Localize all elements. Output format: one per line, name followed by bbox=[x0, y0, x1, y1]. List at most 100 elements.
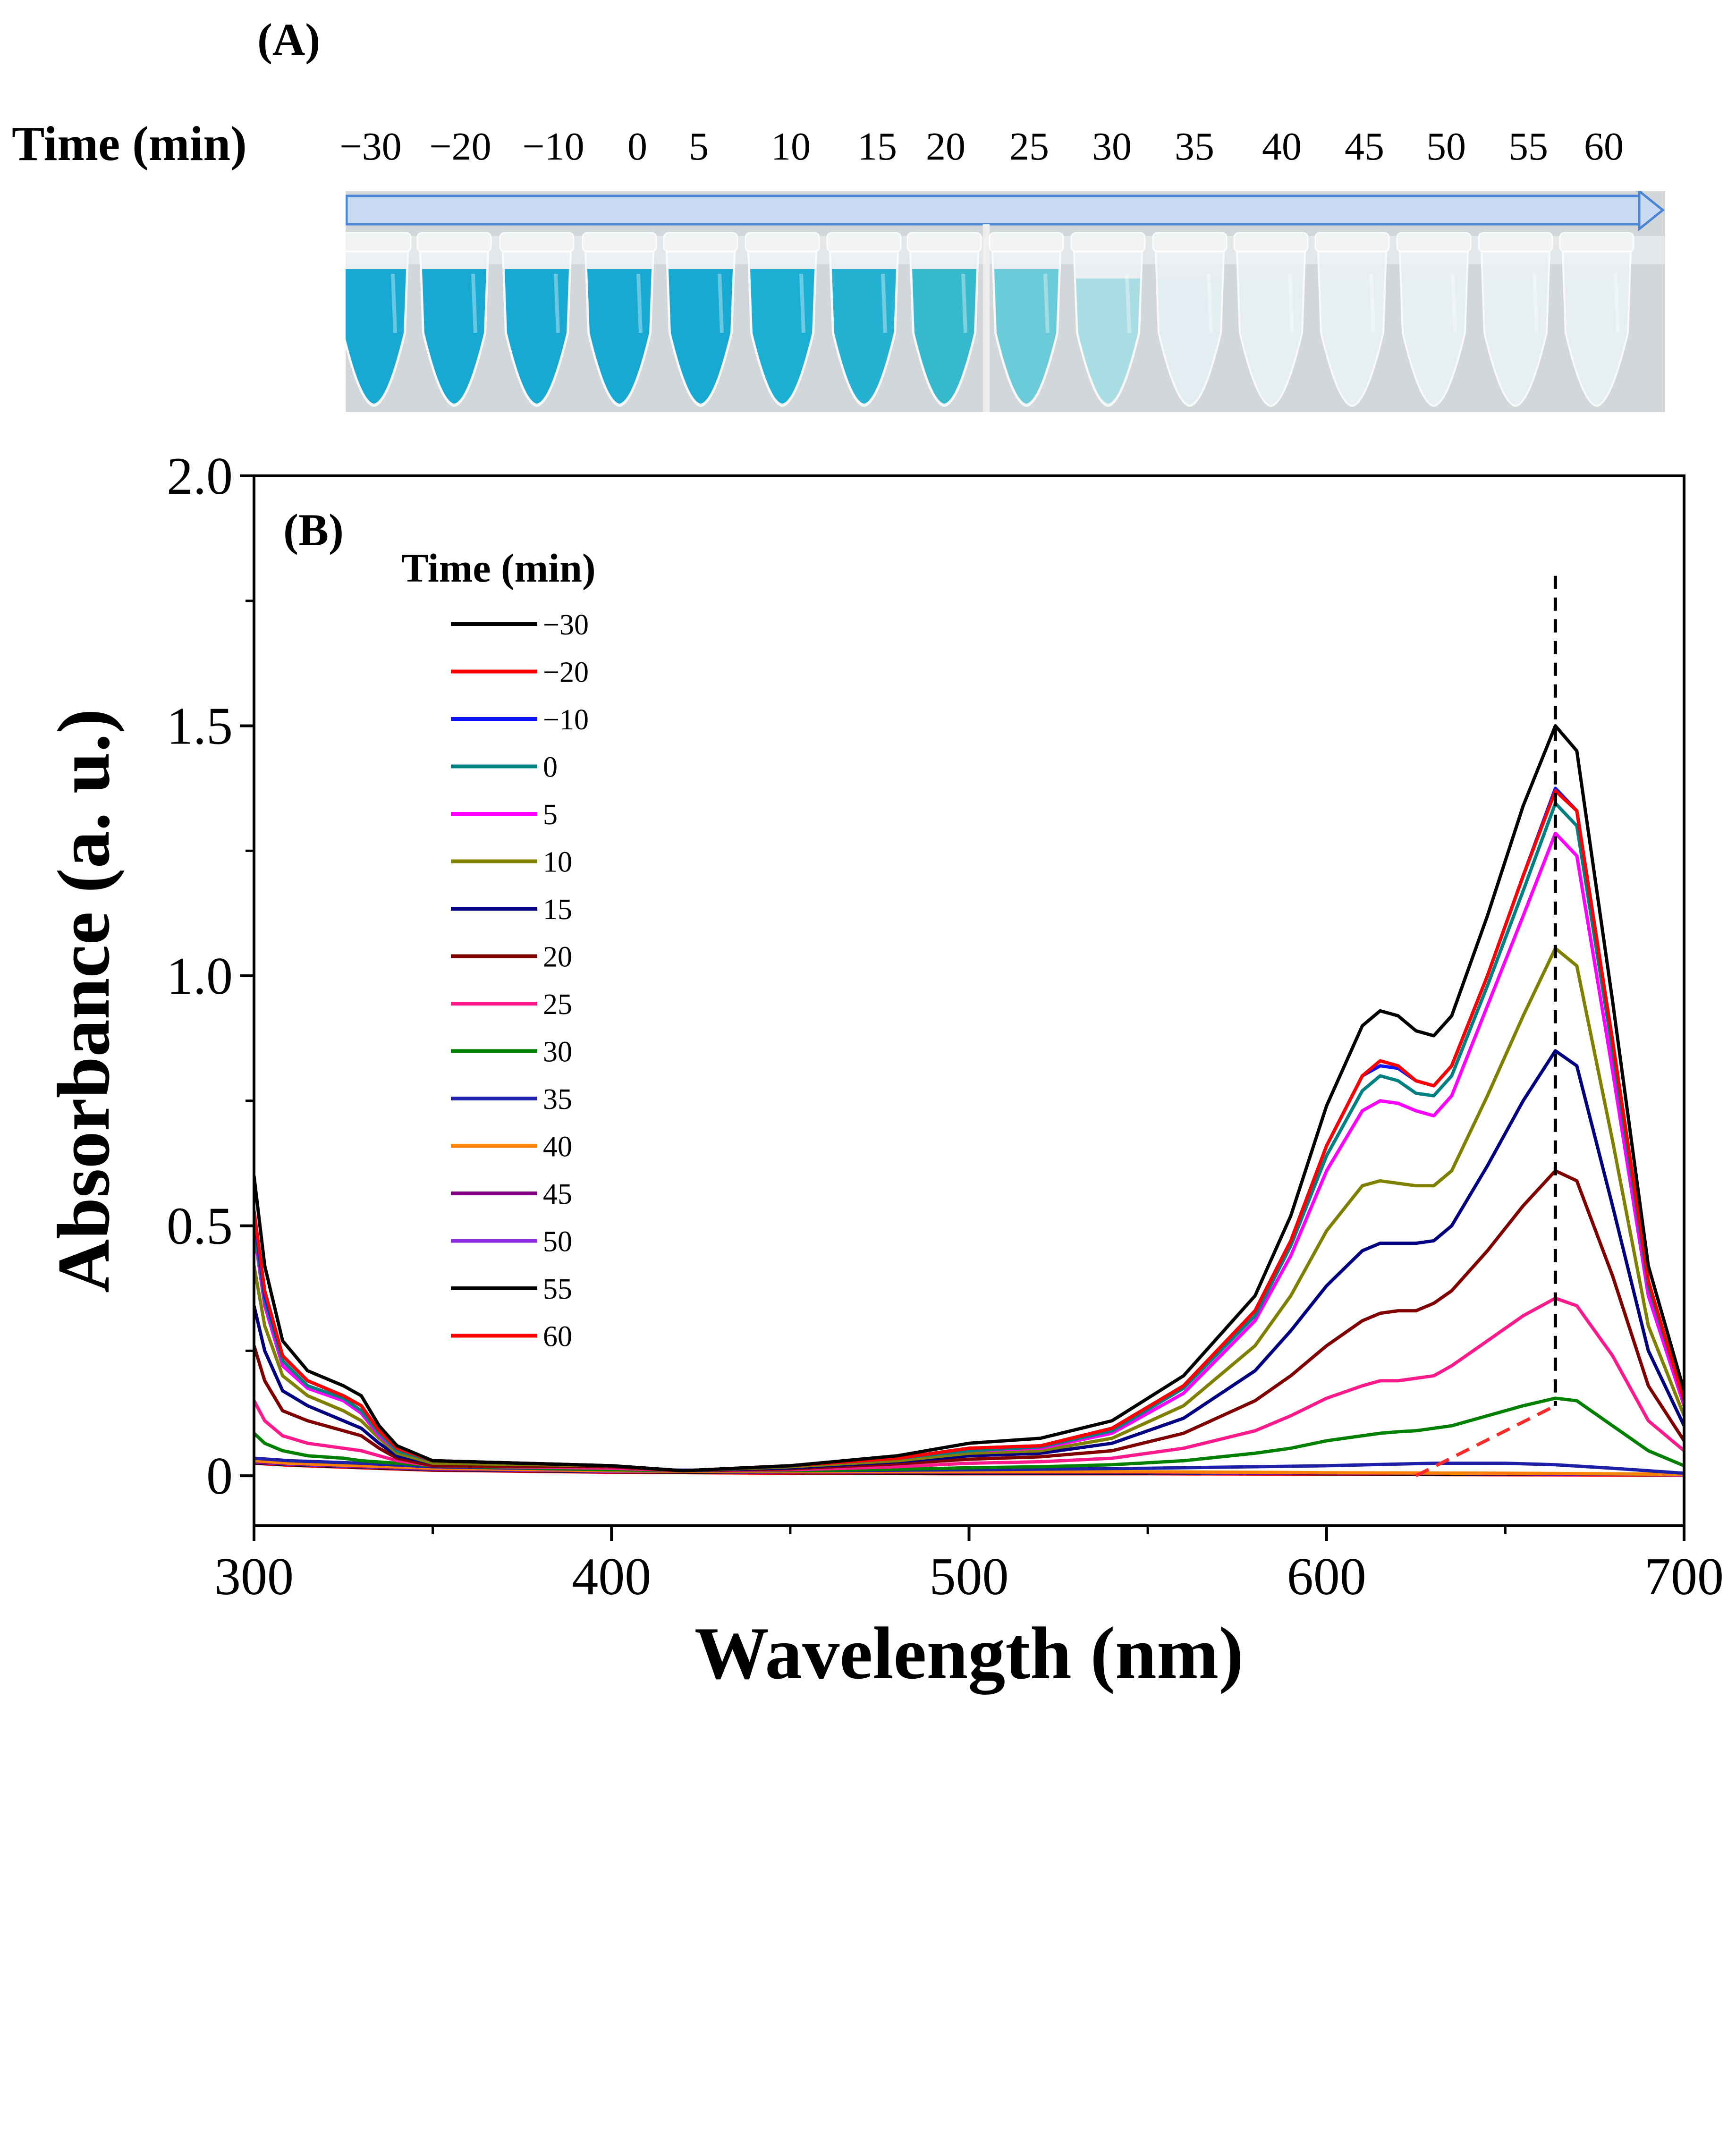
legend-item: 55 bbox=[451, 1273, 572, 1305]
time-tick-label: 50 bbox=[1426, 125, 1466, 169]
sample-tube bbox=[826, 232, 902, 407]
legend-label: 55 bbox=[543, 1273, 572, 1305]
tube-liquid bbox=[587, 269, 652, 404]
legend-label: 10 bbox=[543, 846, 572, 879]
legend-label: 40 bbox=[543, 1131, 572, 1163]
plot-frame bbox=[253, 474, 1685, 1527]
legend-item: 30 bbox=[451, 1036, 572, 1068]
tube-photo-strip bbox=[346, 191, 1665, 412]
x-axis-title: Wavelength (nm) bbox=[694, 1612, 1244, 1695]
time-tick-label: 5 bbox=[689, 125, 709, 169]
legend-item: 25 bbox=[451, 989, 572, 1021]
trend-arrow-line bbox=[1415, 1404, 1556, 1478]
series-line-25 bbox=[254, 1296, 1684, 1472]
series-line-15 bbox=[254, 1049, 1684, 1472]
time-tick-label: 10 bbox=[771, 125, 811, 169]
legend-title: Time (min) bbox=[401, 545, 596, 591]
tube-liquid bbox=[994, 269, 1059, 404]
legend-item: 35 bbox=[451, 1083, 572, 1116]
sample-tube bbox=[1314, 232, 1390, 407]
legend-item: 5 bbox=[451, 799, 558, 831]
time-tick-label: 55 bbox=[1508, 125, 1548, 169]
time-tick-label: 30 bbox=[1092, 125, 1132, 169]
sample-tube bbox=[416, 232, 492, 407]
tube-liquid bbox=[832, 269, 896, 404]
tube-liquid bbox=[1158, 279, 1222, 404]
legend-label: −10 bbox=[543, 704, 589, 736]
sample-tube bbox=[663, 232, 738, 407]
legend-item: 0 bbox=[451, 752, 558, 784]
y-tick-label: 1.0 bbox=[167, 947, 233, 1006]
sample-tube bbox=[1559, 232, 1634, 407]
series-line-5 bbox=[254, 831, 1684, 1472]
sample-tube bbox=[1070, 232, 1146, 407]
time-tick-label: 60 bbox=[1584, 125, 1624, 169]
legend-item: 20 bbox=[451, 941, 572, 973]
time-tick-label: 45 bbox=[1345, 125, 1384, 169]
panel-a-time-label: Time (min) bbox=[12, 117, 247, 171]
tube-liquid bbox=[1402, 279, 1466, 404]
tube-liquid bbox=[1239, 279, 1303, 404]
y-axis-title: Absorbance (a. u.) bbox=[42, 709, 125, 1293]
y-tick-label: 0 bbox=[206, 1447, 233, 1505]
legend-label: 30 bbox=[543, 1036, 572, 1068]
legend-label: 25 bbox=[543, 989, 572, 1021]
legend-label: 50 bbox=[543, 1226, 572, 1258]
series-line-minus30 bbox=[254, 724, 1684, 1472]
legend-label: 60 bbox=[543, 1321, 572, 1353]
time-tick-label: 35 bbox=[1175, 125, 1214, 169]
y-tick-label: 1.5 bbox=[167, 697, 233, 756]
time-tick-label: 25 bbox=[1009, 125, 1049, 169]
sample-tube bbox=[1396, 232, 1472, 407]
sample-tube bbox=[499, 232, 575, 407]
time-arrow-head bbox=[1638, 191, 1665, 232]
legend-label: 15 bbox=[543, 894, 572, 926]
x-tick-label: 700 bbox=[1644, 1547, 1724, 1606]
time-tick-label: 0 bbox=[627, 125, 647, 169]
sample-tube bbox=[906, 232, 982, 407]
legend-item: 15 bbox=[451, 894, 572, 926]
panel-a-label: (A) bbox=[257, 14, 321, 65]
legend-label: 35 bbox=[543, 1083, 572, 1116]
tube-liquid bbox=[1076, 279, 1140, 404]
series-group bbox=[254, 724, 1684, 1477]
series-line-10 bbox=[254, 947, 1684, 1472]
time-tick-label: −20 bbox=[429, 125, 491, 169]
time-tick-label: 40 bbox=[1262, 125, 1302, 169]
time-tick-label: −30 bbox=[339, 125, 402, 169]
sample-tube bbox=[582, 232, 657, 407]
sample-tube bbox=[1233, 232, 1309, 407]
sample-tube bbox=[745, 232, 820, 407]
legend-label: −20 bbox=[543, 657, 589, 689]
series-line-30 bbox=[254, 1396, 1684, 1472]
legend-item: 45 bbox=[451, 1178, 572, 1210]
time-tick-label: 15 bbox=[857, 125, 897, 169]
panel-b-label: (B) bbox=[283, 505, 344, 555]
x-tick-label: 300 bbox=[214, 1547, 294, 1606]
tube-liquid bbox=[346, 269, 406, 404]
y-tick-label: 0.5 bbox=[167, 1197, 233, 1256]
tube-liquid bbox=[1320, 279, 1384, 404]
legend-item: −20 bbox=[451, 657, 589, 689]
tube-liquid bbox=[669, 269, 733, 404]
time-arrow-shaft bbox=[346, 194, 1642, 226]
series-line-35 bbox=[254, 1456, 1684, 1475]
tube-liquid bbox=[750, 269, 814, 404]
sample-tube bbox=[1478, 232, 1553, 407]
tube-liquid bbox=[505, 269, 569, 404]
tube-liquid bbox=[912, 269, 976, 404]
series-line-0 bbox=[254, 802, 1684, 1472]
sample-tube bbox=[989, 232, 1064, 407]
legend-label: 45 bbox=[543, 1178, 572, 1210]
legend-label: 0 bbox=[543, 752, 558, 784]
legend-item: −10 bbox=[451, 704, 589, 736]
x-tick-label: 400 bbox=[572, 1547, 651, 1606]
legend-item: −30 bbox=[451, 609, 589, 641]
legend-item: 50 bbox=[451, 1226, 572, 1258]
time-tick-label: 20 bbox=[926, 125, 965, 169]
series-line-minus20 bbox=[254, 789, 1684, 1472]
legend-label: 5 bbox=[543, 799, 558, 831]
legend-label: −30 bbox=[543, 609, 589, 641]
legend-item: 40 bbox=[451, 1131, 572, 1163]
